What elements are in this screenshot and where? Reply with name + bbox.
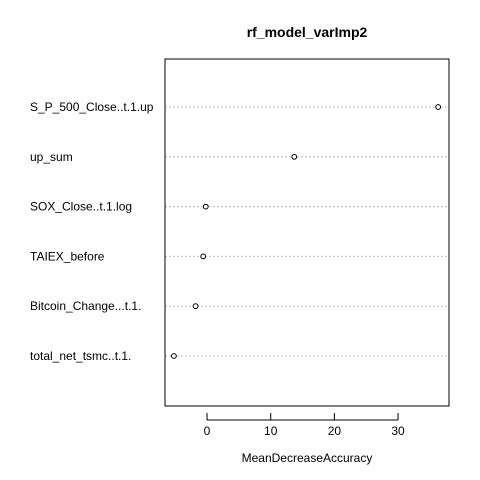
data-point (193, 304, 198, 309)
variable-label: Bitcoin_Change...t.1. (30, 299, 141, 313)
variable-label: TAIEX_before (30, 249, 105, 263)
x-tick-label: 0 (204, 424, 211, 438)
x-axis: 0 10 20 30 (204, 413, 405, 438)
x-tick-label: 20 (328, 424, 342, 438)
data-point (201, 254, 206, 259)
x-axis-title: MeanDecreaseAccuracy (242, 451, 373, 465)
gridlines (165, 107, 449, 356)
data-points (172, 105, 441, 359)
variable-label: SOX_Close..t.1.log (30, 200, 132, 214)
x-tick-label: 30 (391, 424, 405, 438)
variable-label: S_P_500_Close..t.1.up (30, 100, 154, 114)
data-point (172, 354, 177, 359)
chart-title: rf_model_varImp2 (247, 24, 368, 40)
data-point (203, 204, 208, 209)
variable-label: total_net_tsmc..t.1. (30, 349, 131, 363)
variable-label: up_sum (30, 150, 73, 164)
variable-labels: S_P_500_Close..t.1.up up_sum SOX_Close..t.… (30, 100, 154, 363)
x-tick-label: 10 (264, 424, 278, 438)
data-point (292, 154, 297, 159)
plot-frame (165, 59, 449, 406)
data-point (436, 105, 441, 110)
